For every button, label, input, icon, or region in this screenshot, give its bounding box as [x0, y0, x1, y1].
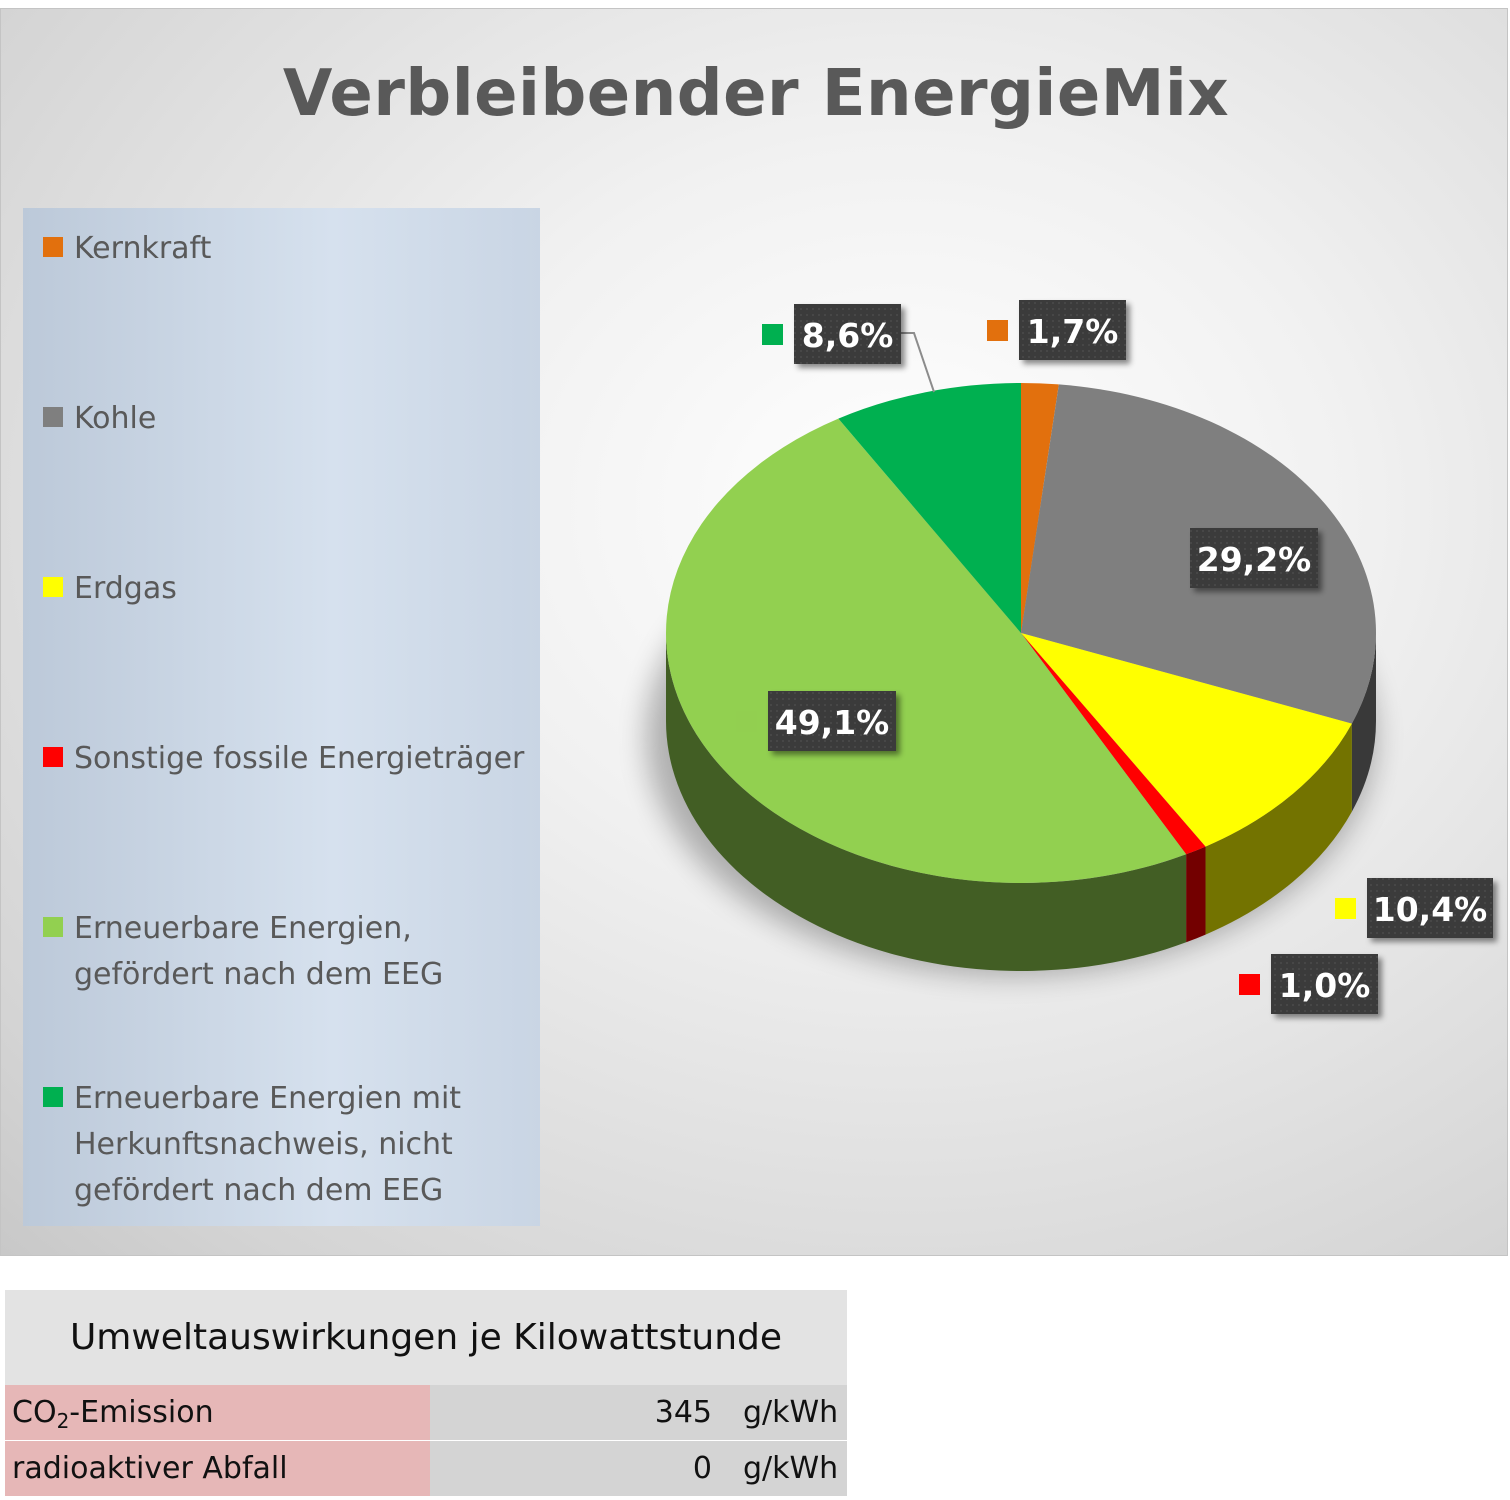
data-label-swatch-erdgas: [1335, 898, 1356, 919]
row-valuecell-co2: 345 g/kWh: [430, 1385, 847, 1440]
legend-label-sonstige-fossile: Sonstige fossile Energieträger: [74, 741, 525, 776]
data-label-text-erdgas: 10,4%: [1373, 890, 1488, 929]
data-label-erneuerbare-hkn: 8,6%: [762, 304, 901, 364]
impact-table-title: Umweltauswirkungen je Kilowattstunde: [5, 1290, 847, 1385]
pie-chart: 1,7% 29,2% 10,4%1,0% 49,1% 8,6%: [646, 300, 1493, 1014]
data-label-swatch-kernkraft: [987, 320, 1008, 341]
pie-side-kohle: [1351, 633, 1376, 812]
data-label-erdgas: 10,4%: [1335, 878, 1493, 938]
data-label-swatch-erneuerbare-eeg: [736, 711, 757, 732]
radioactive-waste-value: 0: [692, 1451, 712, 1486]
data-label-box-kohle: [1190, 528, 1318, 588]
chart-title: Verbleibender EnergieMix: [282, 57, 1230, 131]
data-label-box-kernkraft: [1019, 300, 1126, 360]
data-label-erneuerbare-eeg: 49,1%: [736, 691, 896, 751]
data-label-box-sonstige-fossile: [1271, 954, 1378, 1014]
pie-side-erdgas: [1205, 723, 1352, 935]
data-label-box-erneuerbare-hkn: [794, 304, 901, 364]
data-label-text-kohle: 29,2%: [1197, 540, 1312, 579]
data-label-text-erneuerbare-eeg: 49,1%: [775, 703, 890, 742]
data-label-sonstige-fossile: 1,0%: [1239, 954, 1378, 1014]
pie-side-sonstige-fossile: [1186, 846, 1206, 943]
radioactive-waste-unit: g/kWh: [743, 1451, 839, 1486]
table-row-radioactive-waste: radioaktiver Abfall 0 g/kWh: [5, 1441, 847, 1496]
data-label-text-sonstige-fossile: 1,0%: [1279, 966, 1371, 1005]
pie-slice-kernkraft: [1021, 383, 1059, 633]
data-label-kohle: 29,2%: [1158, 528, 1318, 588]
co2-label-sub: 2: [56, 1409, 70, 1433]
pie-slice-erneuerbare-eeg: [666, 418, 1187, 883]
pie-slice-erdgas: [1021, 633, 1352, 847]
data-label-swatch-kohle: [1158, 548, 1179, 569]
row-valuecell-radioactive-waste: 0 g/kWh: [430, 1441, 847, 1496]
data-label-box-erneuerbare-eeg: [768, 691, 896, 751]
data-label-text-erneuerbare-hkn: 8,6%: [802, 316, 894, 355]
legend-label-kohle: Kohle: [74, 401, 157, 436]
table-row-co2: CO2-Emission 345 g/kWh: [5, 1385, 847, 1440]
row-label-co2: CO2-Emission: [5, 1385, 430, 1440]
row-label-radioactive-waste: radioaktiver Abfall: [5, 1441, 430, 1496]
pie-slice-erneuerbare-hkn: [838, 383, 1021, 633]
legend-label-erneuerbare-hkn: Erneuerbare Energien mit Herkunftsnachwe…: [74, 1081, 462, 1208]
co2-label-main: CO: [12, 1395, 57, 1430]
leader-line-erneuerbare-hkn: [900, 332, 935, 393]
impact-table: Umweltauswirkungen je Kilowattstunde CO2…: [5, 1290, 847, 1496]
data-label-kernkraft: 1,7%: [987, 300, 1126, 360]
legend-swatch-kernkraft: [43, 237, 63, 257]
data-label-swatch-sonstige-fossile: [1239, 974, 1260, 995]
co2-value: 345: [654, 1395, 712, 1430]
legend-label-erdgas: Erdgas: [74, 571, 177, 606]
co2-unit: g/kWh: [743, 1395, 839, 1430]
legend-swatch-erneuerbare-eeg: [43, 917, 63, 937]
legend-swatch-kohle: [43, 407, 63, 427]
legend-label-kernkraft: Kernkraft: [74, 231, 212, 266]
co2-label-rest: -Emission: [69, 1395, 214, 1430]
legend-swatch-sonstige-fossile: [43, 747, 63, 767]
legend-swatch-erdgas: [43, 577, 63, 597]
data-label-box-erdgas: [1367, 878, 1493, 938]
pie-slice-sonstige-fossile: [1021, 633, 1206, 855]
pie-side-erneuerbare-eeg: [666, 633, 1187, 971]
legend-swatch-erneuerbare-hkn: [43, 1087, 63, 1107]
data-label-swatch-erneuerbare-hkn: [762, 324, 783, 345]
legend-label-erneuerbare-eeg: Erneuerbare Energien, gefördert nach dem…: [74, 911, 444, 992]
data-label-text-kernkraft: 1,7%: [1027, 312, 1119, 351]
chart-legend: Kernkraft Kohle Erdgas Sonstige fossile …: [23, 208, 540, 1226]
